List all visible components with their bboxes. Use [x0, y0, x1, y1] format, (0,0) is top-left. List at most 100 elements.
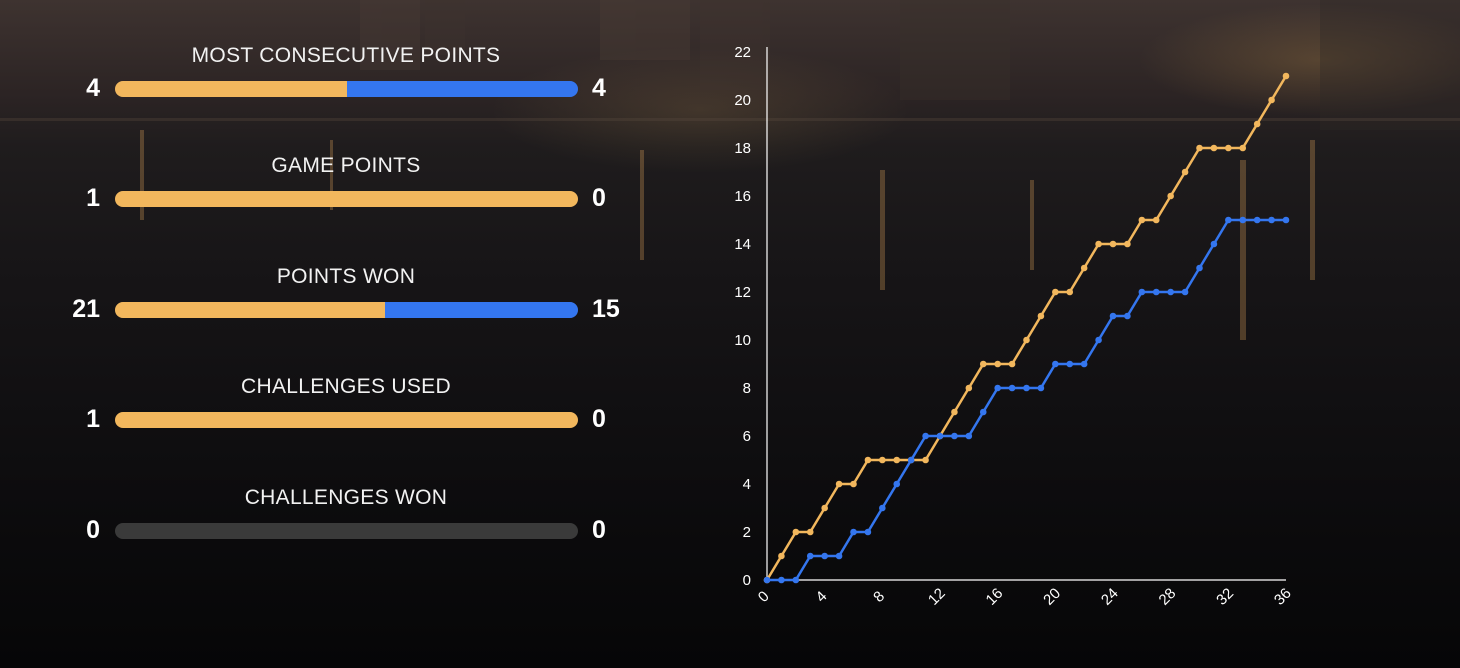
series-1-point — [821, 552, 828, 560]
series-1-point — [1138, 288, 1146, 296]
series-0-point — [951, 408, 958, 416]
series-0-point — [1124, 240, 1131, 248]
series-1-point — [979, 408, 987, 416]
series-1-point — [1253, 216, 1261, 224]
y-tick-label: 12 — [734, 284, 751, 301]
x-tick-label: 24 — [1098, 585, 1122, 609]
series-0-point — [792, 528, 800, 536]
series-0-point — [778, 552, 785, 560]
series-0-line — [765, 75, 1288, 581]
series-0-point — [1253, 120, 1261, 128]
series-1-point — [835, 552, 843, 560]
x-tick-label: 28 — [1156, 585, 1180, 609]
x-tick-label: 32 — [1213, 585, 1237, 609]
stat-right-value: 4 — [592, 74, 606, 102]
series-0-point — [1095, 240, 1102, 248]
y-tick-label: 6 — [743, 428, 751, 445]
series-0-point — [864, 456, 872, 464]
y-tick-label: 22 — [734, 44, 751, 61]
bar-left-fill — [115, 81, 347, 97]
stat-title: MOST CONSECUTIVE POINTS — [191, 44, 501, 67]
series-0-point — [893, 456, 901, 464]
series-1-point — [1023, 384, 1030, 392]
series-1-point — [994, 384, 1001, 392]
series-1-point — [1052, 360, 1059, 368]
series-1-point — [879, 504, 886, 512]
series-1-point — [1225, 216, 1232, 224]
series-0-point — [994, 360, 1001, 368]
series-1-point — [778, 576, 785, 584]
comparison-bar — [115, 81, 578, 97]
y-tick-label: 2 — [743, 524, 751, 541]
series-1-point — [1037, 384, 1045, 392]
y-tick-label: 14 — [734, 236, 751, 253]
stat-left-value: 4 — [86, 74, 100, 102]
y-tick-label: 20 — [734, 92, 751, 109]
x-tick-label: 12 — [925, 585, 949, 609]
series-0-point — [1138, 216, 1146, 224]
series-1-point — [1080, 360, 1088, 368]
series-0-point — [1037, 312, 1045, 320]
stat-game-points: GAME POINTS 1 0 — [0, 154, 700, 264]
y-tick-label: 18 — [734, 140, 751, 157]
x-tick-label: 0 — [755, 588, 773, 606]
series-0-point — [1152, 216, 1160, 224]
series-1-point — [1239, 216, 1247, 224]
bar-left-fill — [115, 412, 578, 428]
series-1-point — [1268, 216, 1275, 224]
series-0-point — [1008, 360, 1016, 368]
series-0-point — [1282, 72, 1290, 80]
stat-left-value: 21 — [72, 295, 100, 323]
series-0-point — [1109, 240, 1117, 248]
series-1-point — [864, 528, 872, 536]
stat-title: CHALLENGES WON — [244, 486, 448, 509]
series-1-point — [1124, 312, 1131, 320]
series-0-point — [1268, 96, 1275, 104]
stat-title: CHALLENGES USED — [241, 375, 451, 398]
series-1-point — [1008, 384, 1016, 392]
series-1-point — [951, 432, 958, 440]
y-tick-label: 4 — [743, 476, 751, 493]
series-0-point — [1196, 144, 1203, 152]
series-1-point — [1095, 336, 1102, 344]
series-1-line — [767, 218, 1286, 582]
x-tick-label: 16 — [983, 585, 1007, 609]
x-tick-label: 20 — [1040, 585, 1064, 609]
series-1-point — [1066, 360, 1074, 368]
series-1-point — [1109, 312, 1117, 320]
series-1-point — [1181, 288, 1189, 296]
series-0-point — [1023, 336, 1030, 344]
series-1-point — [965, 432, 973, 440]
series-0-point — [979, 360, 987, 368]
series-0-point — [850, 480, 857, 488]
series-1-point — [1167, 288, 1174, 296]
stat-challenges-used: CHALLENGES USED 1 0 — [0, 375, 700, 485]
series-0-point — [922, 456, 929, 464]
bar-right-fill — [385, 302, 578, 318]
x-tick-label: 36 — [1271, 585, 1295, 609]
x-tick-label: 4 — [813, 588, 831, 606]
series-0-point — [821, 504, 828, 512]
series-0-point — [806, 528, 814, 536]
y-tick-label: 8 — [743, 380, 751, 397]
series-1-point — [1210, 240, 1218, 248]
stat-points-won: POINTS WON 21 15 — [0, 265, 700, 375]
series-0-point — [1066, 288, 1074, 296]
x-tick-label: 8 — [870, 588, 888, 606]
series-0-point — [1210, 144, 1218, 152]
y-tick-label: 10 — [734, 332, 751, 349]
series-1-point — [1152, 288, 1160, 296]
stat-right-value: 0 — [592, 405, 606, 433]
comparison-bar — [115, 191, 578, 207]
series-1-point — [792, 576, 800, 584]
series-1-point — [907, 456, 915, 464]
stat-left-value: 1 — [86, 184, 100, 212]
y-tick-label: 0 — [743, 572, 751, 589]
series-0-point — [1181, 168, 1189, 176]
series-0-point — [1239, 144, 1247, 152]
stat-right-value: 15 — [592, 295, 620, 323]
series-0-point — [1052, 288, 1059, 296]
stat-left-value: 1 — [86, 405, 100, 433]
comparison-bar — [115, 523, 578, 539]
